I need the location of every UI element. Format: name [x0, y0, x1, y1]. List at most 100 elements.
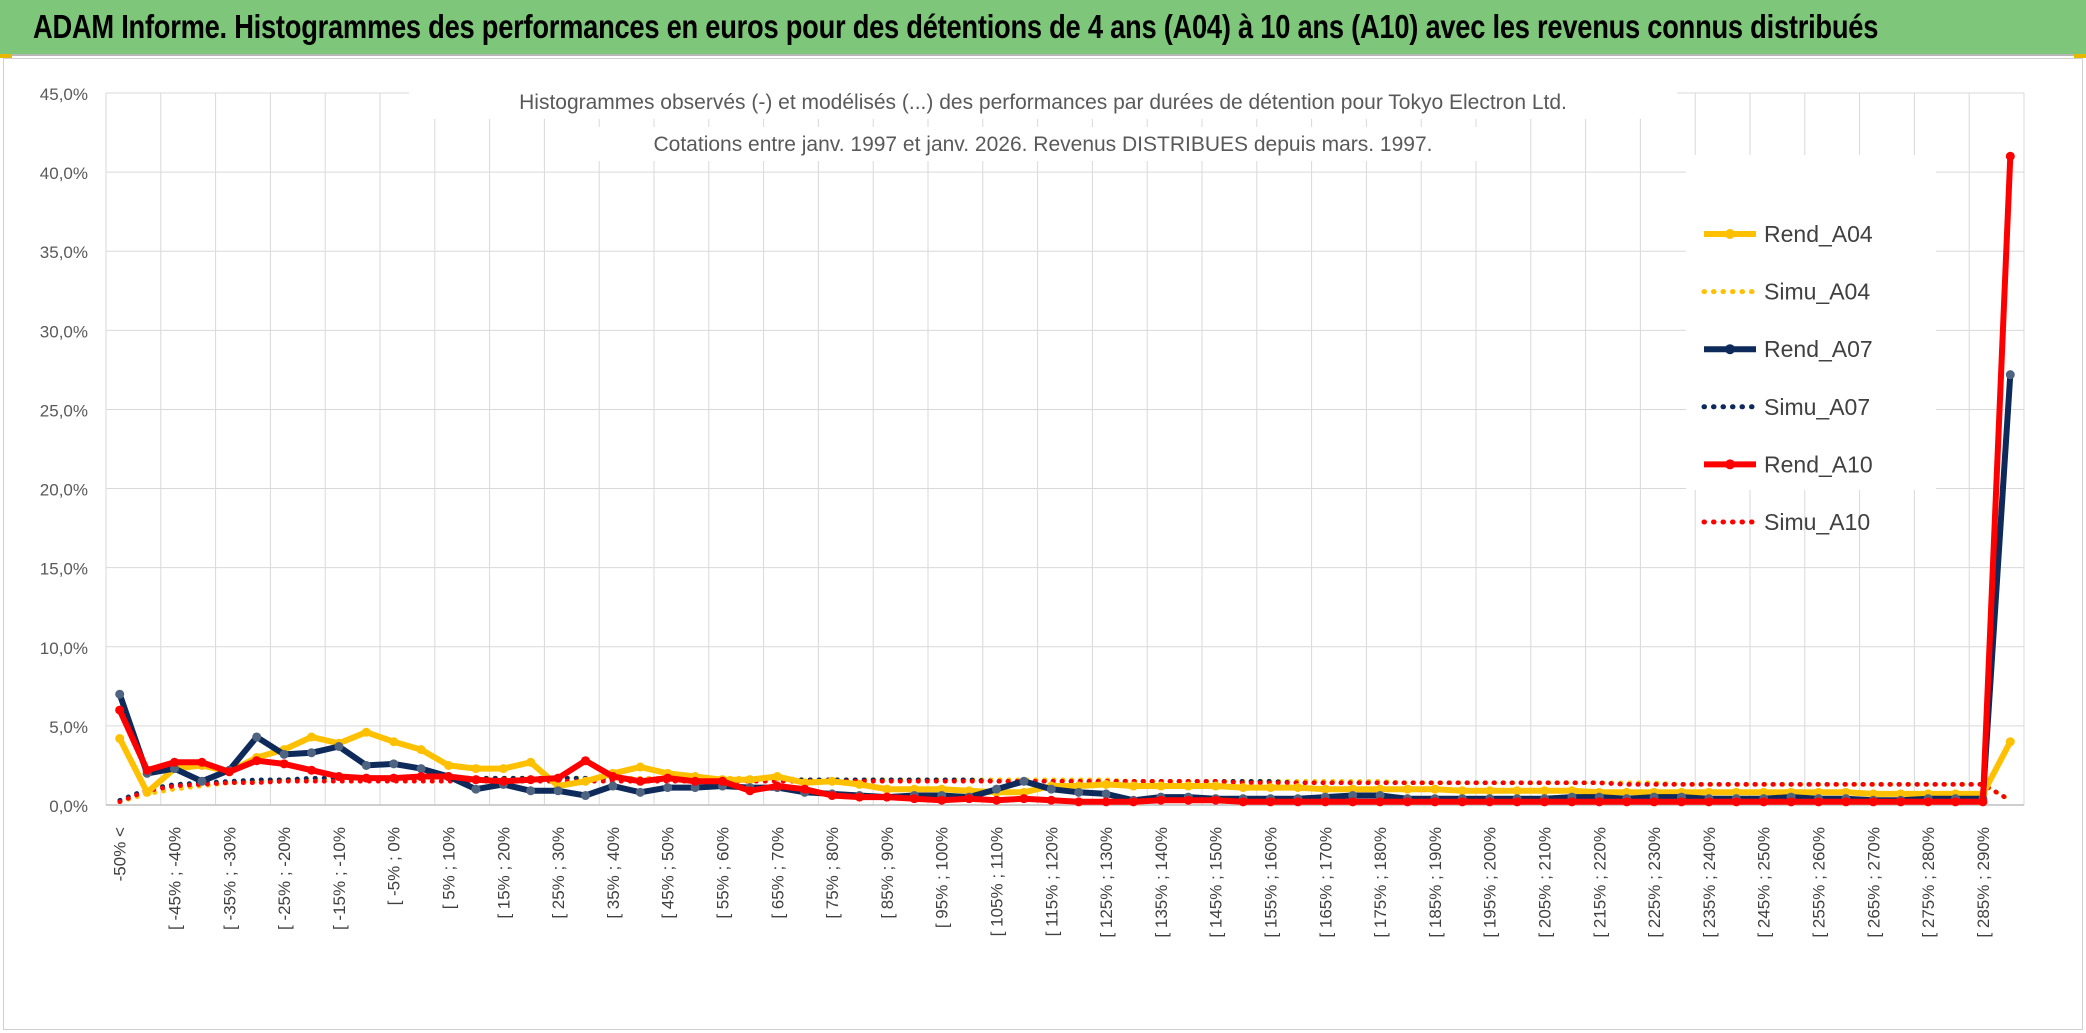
legend-marker	[1725, 344, 1735, 355]
point-Rend_A04	[444, 760, 453, 770]
point-Rend_A07	[389, 759, 399, 769]
legend-item-Rend_A04: Rend_A04	[1704, 221, 1873, 247]
point-Rend_A10	[1841, 797, 1851, 807]
point-Rend_A07	[115, 689, 125, 699]
point-Rend_A07	[1046, 784, 1056, 794]
point-Rend_A07	[581, 791, 590, 801]
legend-marker	[1725, 229, 1735, 239]
point-Rend_A10	[581, 756, 590, 766]
point-Rend_A04	[498, 764, 508, 774]
point-Rend_A04	[416, 745, 426, 755]
grid	[105, 92, 2025, 806]
point-Rend_A07	[416, 764, 426, 774]
point-Rend_A10	[334, 772, 344, 782]
legend-item-Simu_A10: Simu_A10	[1701, 509, 1870, 535]
point-Rend_A10	[882, 792, 892, 802]
point-Rend_A10	[909, 794, 919, 804]
x-tick-label: [ 155% ; 160%	[1262, 827, 1281, 938]
point-Rend_A10	[1512, 797, 1522, 807]
point-Rend_A10	[1485, 797, 1495, 807]
point-Rend_A10	[1430, 797, 1440, 807]
title-background-1	[409, 85, 1677, 119]
point-Rend_A10	[772, 781, 782, 791]
point-Rend_A10	[307, 765, 316, 775]
point-Rend_A10	[115, 705, 125, 715]
point-Rend_A10	[1129, 797, 1138, 807]
x-tick-label: [ 145% ; 150%	[1207, 827, 1226, 938]
y-tick-label: 0,0%	[49, 797, 88, 816]
point-Rend_A10	[1868, 797, 1878, 807]
x-tick-label: [ 195% ; 200%	[1481, 827, 1500, 938]
point-Rend_A10	[745, 786, 755, 796]
point-Rend_A04	[1896, 789, 1906, 799]
point-Rend_A04	[142, 787, 152, 797]
point-Rend_A10	[1567, 797, 1577, 807]
x-tick-label: [ 205% ; 210%	[1536, 827, 1555, 938]
chart-svg: Histogrammes observés (-) et modélisés (…	[40, 85, 2025, 938]
point-Rend_A10	[635, 776, 645, 786]
point-Rend_A04	[827, 776, 837, 786]
point-Rend_A07	[1074, 787, 1084, 797]
series-Rend_A10	[115, 151, 2015, 807]
point-Rend_A04	[1129, 781, 1138, 791]
point-Rend_A10	[361, 773, 371, 783]
page-title: ADAM Informe. Histogrammes des performan…	[33, 8, 1879, 45]
y-tick-label: 30,0%	[40, 322, 88, 341]
y-tick-label: 10,0%	[40, 639, 88, 658]
x-tick-label: [ -5% ; 0%	[385, 827, 404, 905]
point-Rend_A07	[307, 748, 316, 758]
x-tick-label: [ 265% ; 270%	[1864, 827, 1883, 938]
point-Rend_A04	[1759, 787, 1769, 797]
point-Rend_A04	[307, 732, 316, 742]
point-Rend_A04	[909, 784, 919, 794]
point-Rend_A07	[992, 784, 1001, 794]
point-Rend_A04	[1375, 784, 1385, 794]
point-Rend_A10	[1019, 794, 1029, 804]
point-Rend_A10	[937, 795, 947, 805]
point-Rend_A10	[1677, 797, 1686, 807]
point-Rend_A04	[2005, 737, 2015, 747]
legend-background	[1686, 155, 1936, 490]
point-Rend_A07	[553, 786, 563, 796]
point-Rend_A10	[279, 759, 289, 769]
y-tick-label: 5,0%	[49, 718, 88, 737]
x-tick-label: [ 45% ; 50%	[659, 827, 678, 919]
legend: Rend_A04 Simu_A04 Rend_A07 Simu_A07 Rend_A10…	[1686, 155, 1936, 535]
point-Rend_A04	[964, 786, 974, 796]
point-Rend_A10	[197, 757, 207, 767]
x-tick-label: [ 165% ; 170%	[1316, 827, 1335, 938]
point-Rend_A10	[1375, 797, 1385, 807]
legend-item-Simu_A07: Simu_A07	[1701, 394, 1870, 420]
point-Rend_A04	[1485, 786, 1495, 796]
x-tick-label: [ 235% ; 240%	[1700, 827, 1719, 938]
legend-item-Simu_A04: Simu_A04	[1701, 279, 1870, 305]
x-tick-label: [ 25% ; 30%	[549, 827, 568, 919]
point-Rend_A04	[581, 776, 590, 786]
point-Rend_A10	[526, 775, 536, 785]
point-Rend_A10	[1457, 797, 1467, 807]
chart-title: Histogrammes observés (-) et modélisés (…	[519, 91, 1567, 114]
point-Rend_A04	[855, 779, 864, 789]
point-Rend_A04	[1403, 784, 1412, 794]
x-tick-label: [ 285% ; 290%	[1974, 827, 1993, 938]
x-tick-label: [ 255% ; 260%	[1810, 827, 1829, 938]
point-Rend_A07	[252, 732, 262, 742]
point-Rend_A04	[361, 727, 371, 737]
point-Rend_A10	[1403, 797, 1412, 807]
point-Rend_A10	[964, 794, 974, 804]
point-Rend_A10	[1649, 797, 1659, 807]
y-axis-labels: 0,0% 5,0% 10,0% 15,0% 20,0% 25,0% 30,0% 35,0% 40…	[40, 85, 88, 816]
point-Rend_A04	[1238, 783, 1248, 793]
series-layer	[115, 151, 2015, 807]
x-tick-label: [ 125% ; 130%	[1097, 827, 1116, 938]
y-tick-label: 40,0%	[40, 164, 88, 183]
point-Rend_A04	[1019, 787, 1029, 797]
point-Rend_A07	[334, 741, 344, 751]
chart-subtitle: Cotations entre janv. 1997 et janv. 2026…	[654, 133, 1433, 156]
point-Rend_A07	[197, 776, 207, 786]
point-Rend_A10	[2005, 151, 2015, 161]
point-Rend_A04	[389, 737, 399, 747]
point-Rend_A10	[1293, 797, 1303, 807]
point-Rend_A07	[608, 781, 618, 791]
point-Rend_A10	[224, 767, 234, 777]
